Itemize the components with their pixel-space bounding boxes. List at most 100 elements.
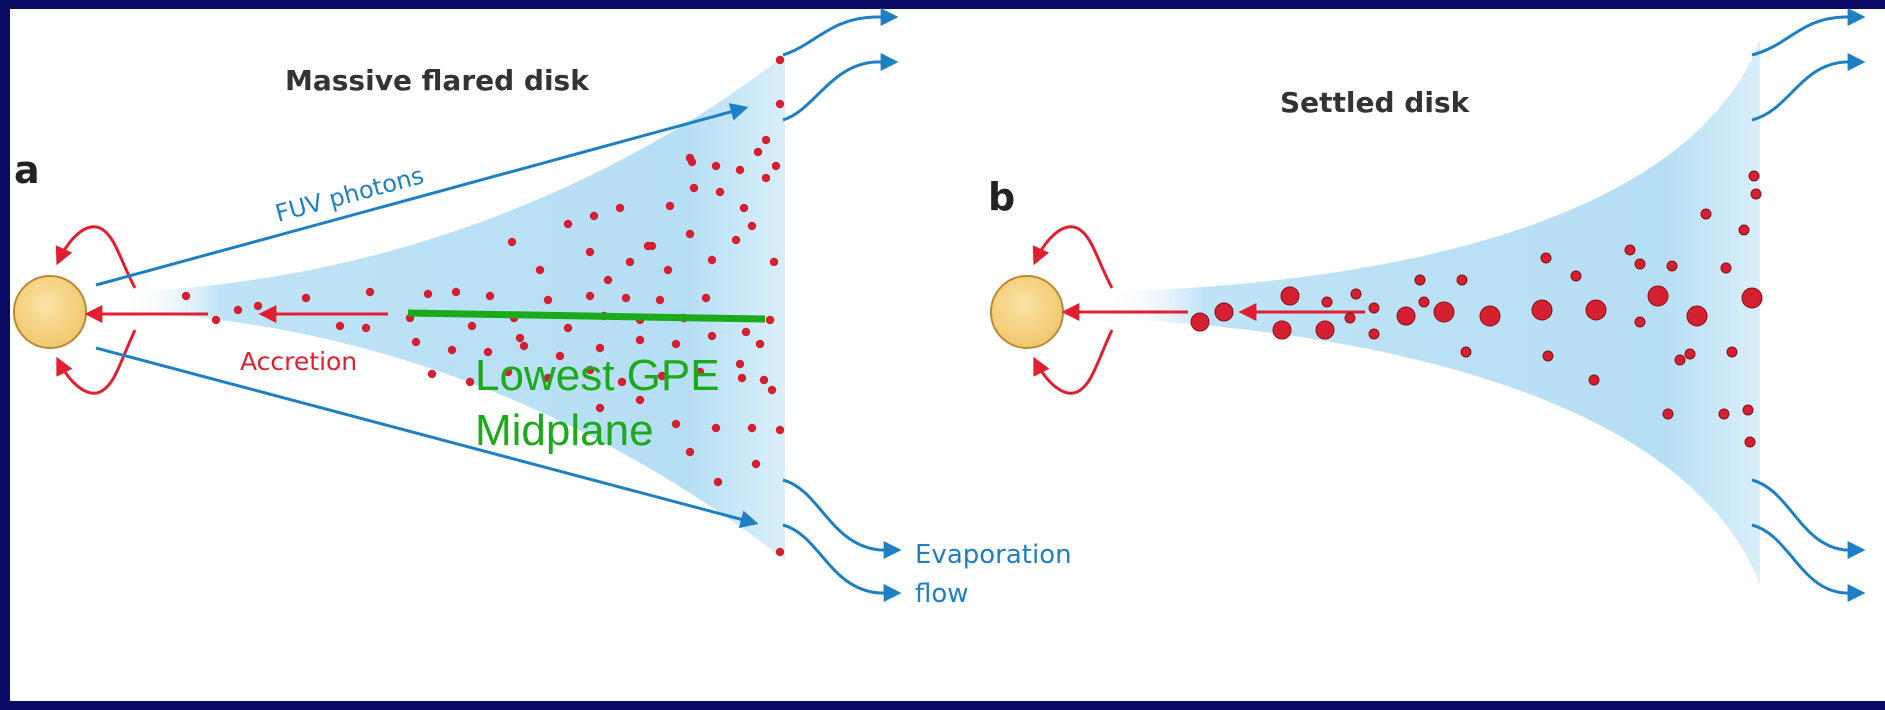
dust-grain-icon bbox=[1214, 302, 1234, 322]
dust-grain-icon bbox=[519, 341, 529, 351]
dust-grain-icon bbox=[715, 187, 725, 197]
dust-grain-icon bbox=[751, 459, 761, 469]
dust-grain-icon bbox=[1433, 301, 1455, 323]
dust-grain-icon bbox=[253, 301, 263, 311]
dust-grain-icon bbox=[181, 291, 191, 301]
dust-grain-icon bbox=[423, 289, 433, 299]
dust-grain-icon bbox=[775, 425, 785, 435]
dust-grain-icon bbox=[1414, 274, 1426, 286]
dust-grain-icon bbox=[603, 275, 613, 285]
panel-a: a Massive flared disk FUV photons Accret… bbox=[13, 8, 1072, 609]
dust-grain-icon bbox=[1634, 316, 1646, 328]
dust-grain-icon bbox=[585, 365, 595, 375]
dust-grain-icon bbox=[741, 327, 751, 337]
outflow-arrow-icon bbox=[1751, 8, 1866, 602]
dust-grain-icon bbox=[739, 203, 749, 213]
dust-grain-icon bbox=[695, 367, 705, 377]
dust-grain-icon bbox=[1272, 320, 1292, 340]
dust-grain-icon bbox=[563, 219, 573, 229]
dust-grain-icon bbox=[1634, 258, 1646, 270]
dust-grain-icon bbox=[1718, 408, 1730, 420]
dust-grain-icon bbox=[595, 403, 605, 413]
star-icon bbox=[13, 275, 87, 349]
dust-grain-icon bbox=[543, 373, 553, 383]
dust-grain-icon bbox=[1531, 299, 1553, 321]
dust-grain-icon bbox=[775, 99, 785, 109]
dust-grain-icon bbox=[761, 135, 771, 145]
dust-grain-icon bbox=[1674, 354, 1686, 366]
evaporation-label: Evaporation bbox=[915, 540, 1072, 570]
dust-grain-icon bbox=[361, 323, 371, 333]
dust-grain-icon bbox=[1744, 436, 1756, 448]
dust-grain-icon bbox=[1460, 346, 1472, 358]
dust-grain-icon bbox=[731, 235, 741, 245]
dust-grain-icon bbox=[1738, 224, 1750, 236]
dust-grain-icon bbox=[1542, 350, 1554, 362]
dust-grain-icon bbox=[1570, 270, 1582, 282]
star-icon bbox=[990, 275, 1064, 349]
dust-grain-icon bbox=[685, 447, 695, 457]
dust-grain-icon bbox=[1190, 312, 1210, 332]
dust-grain-icon bbox=[1588, 374, 1600, 386]
panel-a-letter: a bbox=[14, 148, 40, 192]
dust-grain-icon bbox=[467, 321, 477, 331]
dust-grain-icon bbox=[465, 377, 475, 387]
dust-grain-icon bbox=[625, 257, 635, 267]
dust-grain-icon bbox=[515, 333, 525, 343]
dust-grain-icon bbox=[1368, 302, 1380, 314]
dust-grain-icon bbox=[663, 265, 673, 275]
dust-grain-icon bbox=[1344, 312, 1356, 324]
dust-grain-icon bbox=[621, 293, 631, 303]
dust-grain-icon bbox=[1624, 244, 1636, 256]
panel-b-title: Settled disk bbox=[1280, 86, 1471, 119]
dust-grain-icon bbox=[687, 157, 697, 167]
dust-grain-icon bbox=[585, 291, 595, 301]
dust-grain-icon bbox=[535, 265, 545, 275]
fuv-photon-rays bbox=[95, 103, 759, 529]
dust-grain-icon bbox=[503, 367, 513, 377]
dust-grain-icon bbox=[211, 315, 221, 325]
dust-grain-icon bbox=[1741, 287, 1763, 309]
dust-grain-icon bbox=[1742, 404, 1754, 416]
dust-grain-icon bbox=[735, 359, 745, 369]
dust-grain-icon bbox=[1280, 286, 1300, 306]
dust-grain-icon bbox=[707, 331, 717, 341]
dust-grain-icon bbox=[775, 55, 785, 65]
dust-grain-icon bbox=[1321, 296, 1333, 308]
dust-grain-icon bbox=[735, 165, 745, 175]
dust-grain-icon bbox=[1350, 288, 1362, 300]
dust-grain-icon bbox=[1368, 328, 1380, 340]
dust-grain-icon bbox=[747, 423, 757, 433]
dust-grain-icon bbox=[585, 247, 595, 257]
panel-a-title: Massive flared disk bbox=[285, 64, 590, 97]
dust-grain-icon bbox=[765, 315, 775, 325]
dust-grain-icon bbox=[447, 345, 457, 355]
annotation-midplane: Midplane bbox=[475, 406, 654, 455]
dust-grain-icon bbox=[655, 295, 665, 305]
flared-disk-shape bbox=[120, 55, 785, 560]
dust-grain-icon bbox=[1456, 274, 1468, 286]
dust-grain-icon bbox=[563, 323, 573, 333]
dust-grain-icon bbox=[769, 257, 779, 267]
dust-grain-icon bbox=[685, 229, 695, 239]
dust-grain-icon bbox=[689, 183, 699, 193]
dust-grain-icon bbox=[1720, 262, 1732, 274]
dust-grain-icon bbox=[747, 221, 757, 231]
dust-grain-icon bbox=[771, 161, 781, 171]
dust-grain-icon bbox=[1396, 306, 1416, 326]
dust-grain-icon bbox=[1585, 299, 1607, 321]
dust-grain-icon bbox=[657, 371, 667, 381]
dust-grain-icon bbox=[635, 395, 645, 405]
dust-grain-icon bbox=[1315, 320, 1335, 340]
dust-grain-icon bbox=[1686, 305, 1708, 327]
dust-grain-icon bbox=[1684, 348, 1696, 360]
dust-grain-icon bbox=[589, 211, 599, 221]
dust-grain-icon bbox=[555, 351, 565, 361]
dust-grain-icon bbox=[507, 237, 517, 247]
dust-grain-icon bbox=[1418, 296, 1430, 308]
dust-grain-icon bbox=[233, 305, 243, 315]
dust-grain-icon bbox=[713, 477, 723, 487]
dust-grain-icon bbox=[643, 241, 653, 251]
dust-grain-icon bbox=[711, 423, 721, 433]
